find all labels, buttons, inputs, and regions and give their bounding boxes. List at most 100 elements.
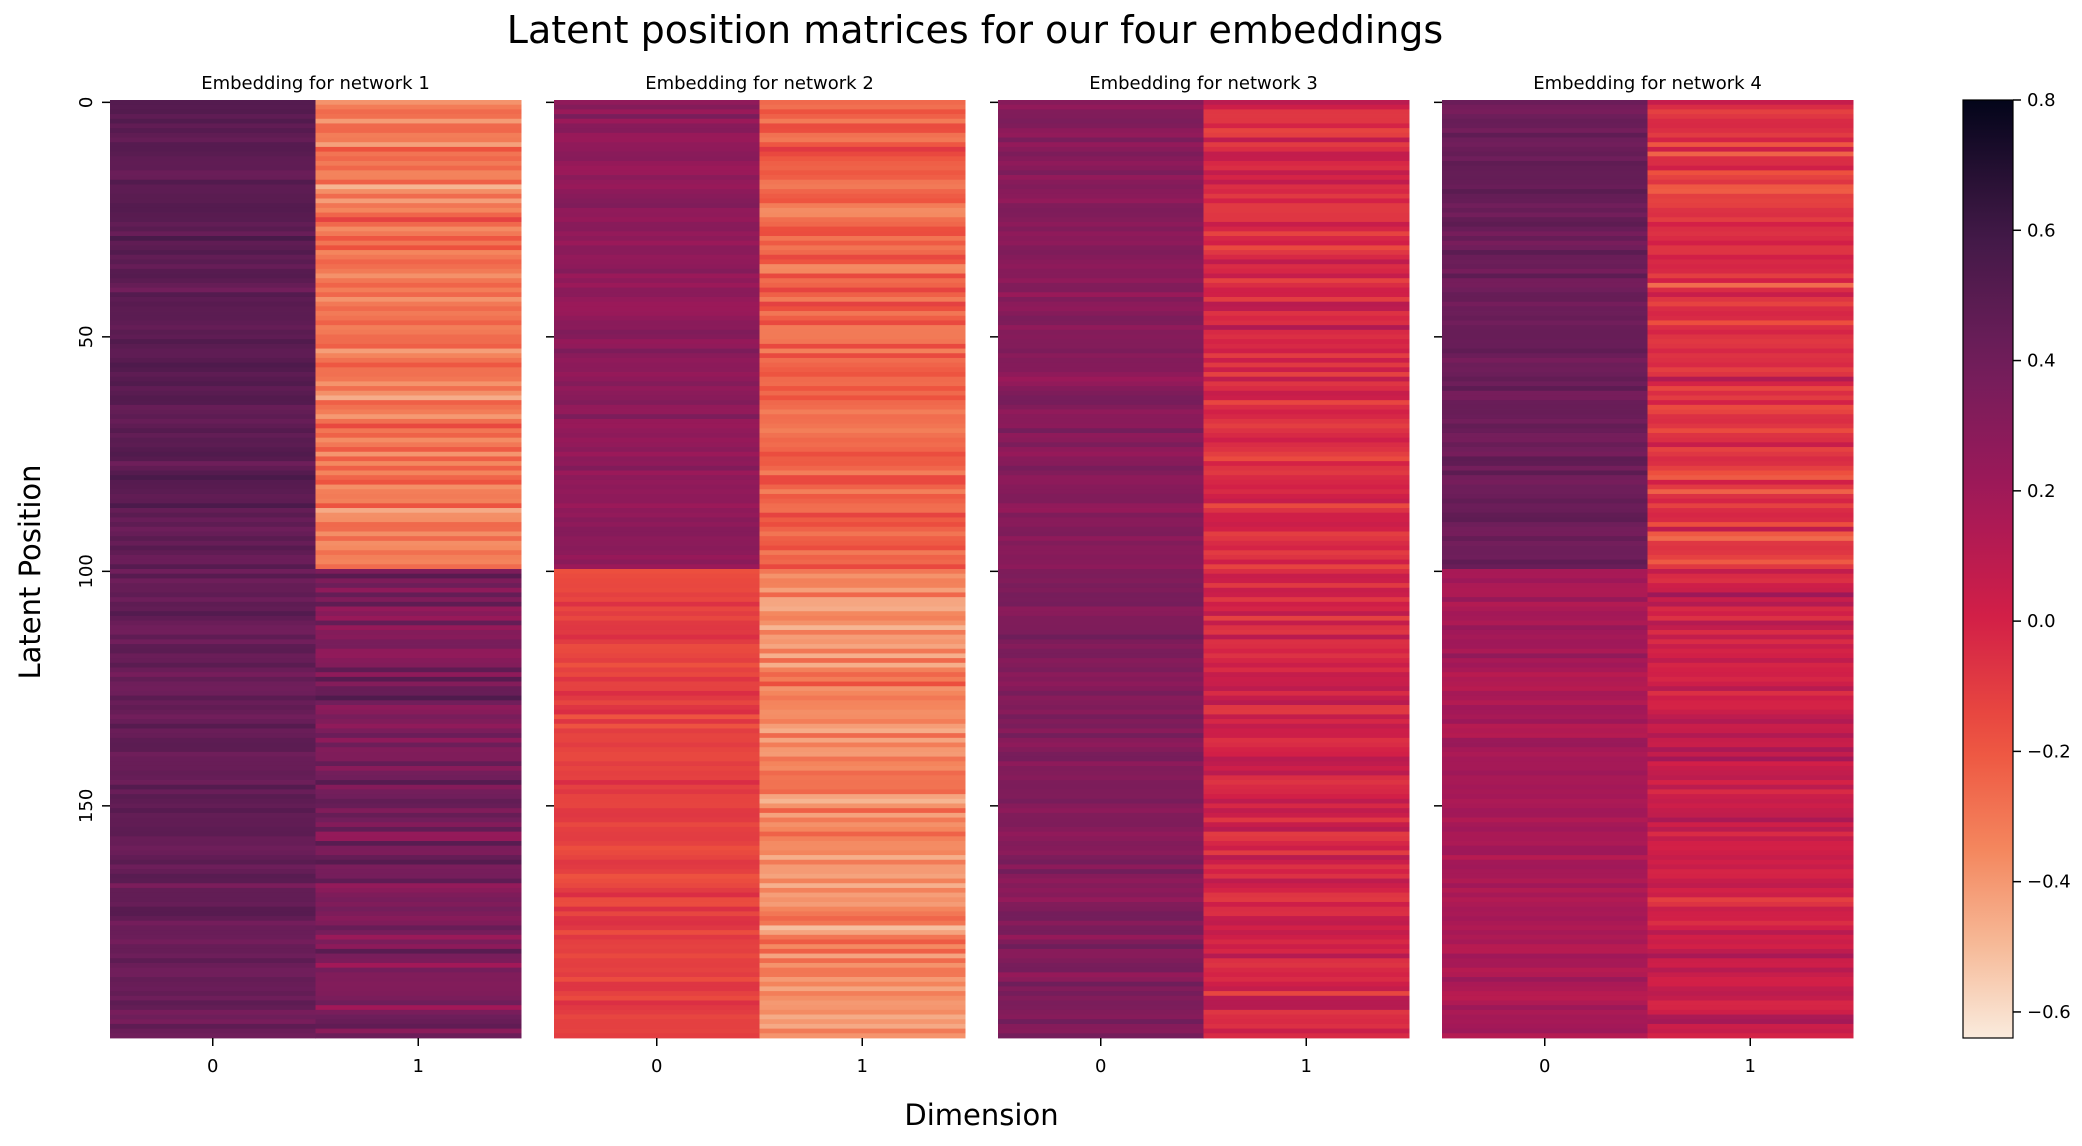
heatmap-cell — [759, 653, 966, 659]
heatmap-cell — [1203, 719, 1410, 725]
heatmap-cell — [1203, 160, 1410, 167]
heatmap-cell — [110, 705, 316, 711]
heatmap-cell — [759, 583, 966, 589]
heatmap-cell — [110, 540, 316, 546]
heatmap-cell — [1442, 423, 1648, 429]
heatmap-cell — [110, 775, 316, 781]
heatmap-cell — [1442, 789, 1648, 795]
heatmap-cell — [1203, 296, 1410, 303]
heatmap-cell — [554, 212, 760, 218]
heatmap-cell — [110, 132, 316, 138]
heatmap-cell — [554, 944, 760, 950]
heatmap-cell — [759, 601, 966, 607]
heatmap-cell — [1442, 681, 1648, 687]
heatmap-cell — [110, 948, 316, 954]
heatmap-cell — [110, 625, 316, 631]
heatmap-cell — [315, 400, 522, 406]
heatmap-cell — [998, 953, 1204, 959]
heatmap-cell — [1442, 146, 1648, 152]
heatmap-cell — [554, 414, 760, 420]
heatmap-cell — [1647, 372, 1854, 378]
heatmap-cell — [998, 714, 1204, 720]
heatmap-cell — [554, 831, 760, 837]
heatmap-cell — [554, 221, 760, 228]
heatmap-cell — [1203, 1019, 1410, 1025]
heatmap-cell — [315, 676, 522, 682]
heatmap-cell — [1442, 606, 1648, 612]
heatmap-cell — [110, 170, 316, 176]
heatmap-cell — [110, 953, 316, 959]
heatmap-cell — [315, 962, 522, 969]
heatmap-cell — [315, 578, 522, 584]
heatmap-cell — [110, 165, 316, 171]
heatmap-cell — [759, 1019, 966, 1025]
heatmap-cell — [554, 184, 760, 190]
heatmap-cell — [1203, 972, 1410, 978]
heatmap-cell — [110, 160, 316, 167]
heatmap-cell — [315, 700, 522, 706]
heatmap-cell — [1647, 808, 1854, 814]
heatmap-cell — [759, 221, 966, 228]
heatmap-cell — [554, 493, 760, 500]
heatmap-cell — [759, 498, 966, 504]
heatmap-cell — [759, 817, 966, 823]
heatmap-cell — [110, 231, 316, 237]
heatmap-cell — [1203, 156, 1410, 162]
heatmap-cell — [998, 948, 1204, 954]
heatmap-cell — [759, 737, 966, 743]
heatmap-cell — [554, 695, 760, 701]
heatmap-cell — [998, 409, 1204, 415]
heatmap-cell — [110, 1033, 316, 1039]
heatmap-cell — [1647, 423, 1854, 429]
heatmap-cell — [315, 967, 522, 973]
heatmap-cell — [110, 920, 316, 926]
heatmap-cell — [1442, 414, 1648, 420]
heatmap-cell — [1203, 639, 1410, 645]
heatmap-cell — [554, 372, 760, 378]
heatmap-cell — [759, 343, 966, 349]
heatmap-cell — [998, 282, 1204, 288]
heatmap-cell — [759, 770, 966, 776]
heatmap-cell — [110, 254, 316, 260]
heatmap-cell — [1647, 1000, 1854, 1006]
heatmap-cell — [110, 503, 316, 509]
heatmap-cell — [1203, 667, 1410, 673]
heatmap-cell — [1203, 625, 1410, 631]
heatmap-cell — [315, 859, 522, 865]
heatmap-cell — [1442, 686, 1648, 692]
heatmap-cell — [1203, 620, 1410, 626]
heatmap-cell — [315, 916, 522, 922]
heatmap-cell — [315, 390, 522, 396]
heatmap-cell — [1203, 395, 1410, 401]
heatmap-cell — [315, 508, 522, 514]
heatmap-cell — [1442, 634, 1648, 640]
heatmap-cell — [554, 353, 760, 359]
heatmap-cell — [759, 522, 966, 528]
heatmap-cell — [110, 559, 316, 565]
heatmap-cell — [110, 114, 316, 120]
heatmap-cell — [554, 104, 760, 110]
heatmap-cell — [998, 808, 1204, 814]
heatmap-cell — [998, 775, 1204, 781]
heatmap-cell — [110, 301, 316, 307]
heatmap-cell — [554, 690, 760, 697]
heatmap-cell — [1647, 873, 1854, 879]
heatmap-cell — [110, 456, 316, 462]
heatmap-cell — [759, 554, 966, 561]
heatmap-cell — [998, 212, 1204, 218]
heatmap-cell — [998, 916, 1204, 922]
heatmap-cell — [554, 615, 760, 621]
heatmap-cell — [759, 1009, 966, 1015]
heatmap-cell — [1647, 892, 1854, 898]
heatmap-cell — [110, 836, 316, 842]
heatmap-cell — [110, 1009, 316, 1015]
x-tick-label: 1 — [413, 1056, 424, 1077]
heatmap-cell — [759, 930, 966, 936]
heatmap-cell — [1647, 100, 1854, 106]
heatmap-cell — [1203, 1028, 1410, 1034]
heatmap-cell — [110, 611, 316, 617]
heatmap-cell — [554, 245, 760, 251]
heatmap-cell — [315, 1019, 522, 1025]
heatmap-cell — [1203, 184, 1410, 190]
heatmap-cell — [759, 658, 966, 664]
